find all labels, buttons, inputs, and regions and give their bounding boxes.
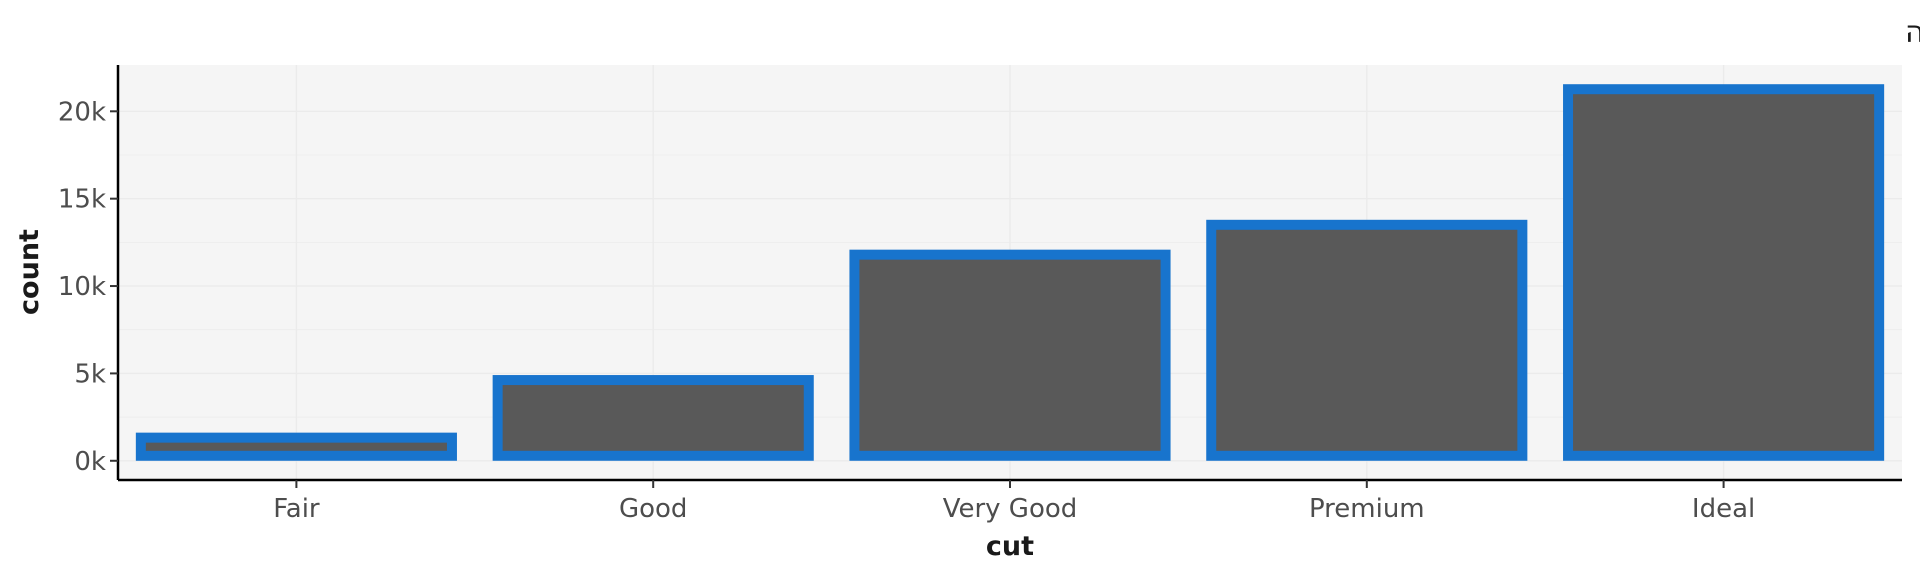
x-tick-label: Very Good <box>943 494 1078 524</box>
y-axis-title: count <box>14 229 45 315</box>
y-tick-label: 0k <box>74 447 106 477</box>
bar-fair <box>135 432 457 461</box>
y-tick-label: 15k <box>58 185 106 215</box>
bar-ideal <box>1563 84 1885 461</box>
x-axis-ticks: Fair Good Very Good Premium Ideal <box>273 480 1755 524</box>
bars <box>135 84 1885 461</box>
y-tick-label: 20k <box>58 97 106 127</box>
y-axis-ticks: 0k 5k 10k 15k 20k <box>58 97 118 477</box>
x-tick-label: Premium <box>1309 494 1425 524</box>
x-tick-label: Fair <box>273 494 320 524</box>
y-tick-label: 5k <box>74 359 106 389</box>
bar-very-good <box>849 249 1171 461</box>
x-tick-label: Ideal <box>1692 494 1755 524</box>
y-tick-label: 10k <box>58 272 106 302</box>
x-tick-label: Good <box>619 494 687 524</box>
bar-good <box>492 375 814 461</box>
chart-title: כותרת הגרף מתוך הפונקציה <box>1905 15 1920 50</box>
x-axis-title: cut <box>986 531 1034 562</box>
bar-premium <box>1206 219 1528 461</box>
